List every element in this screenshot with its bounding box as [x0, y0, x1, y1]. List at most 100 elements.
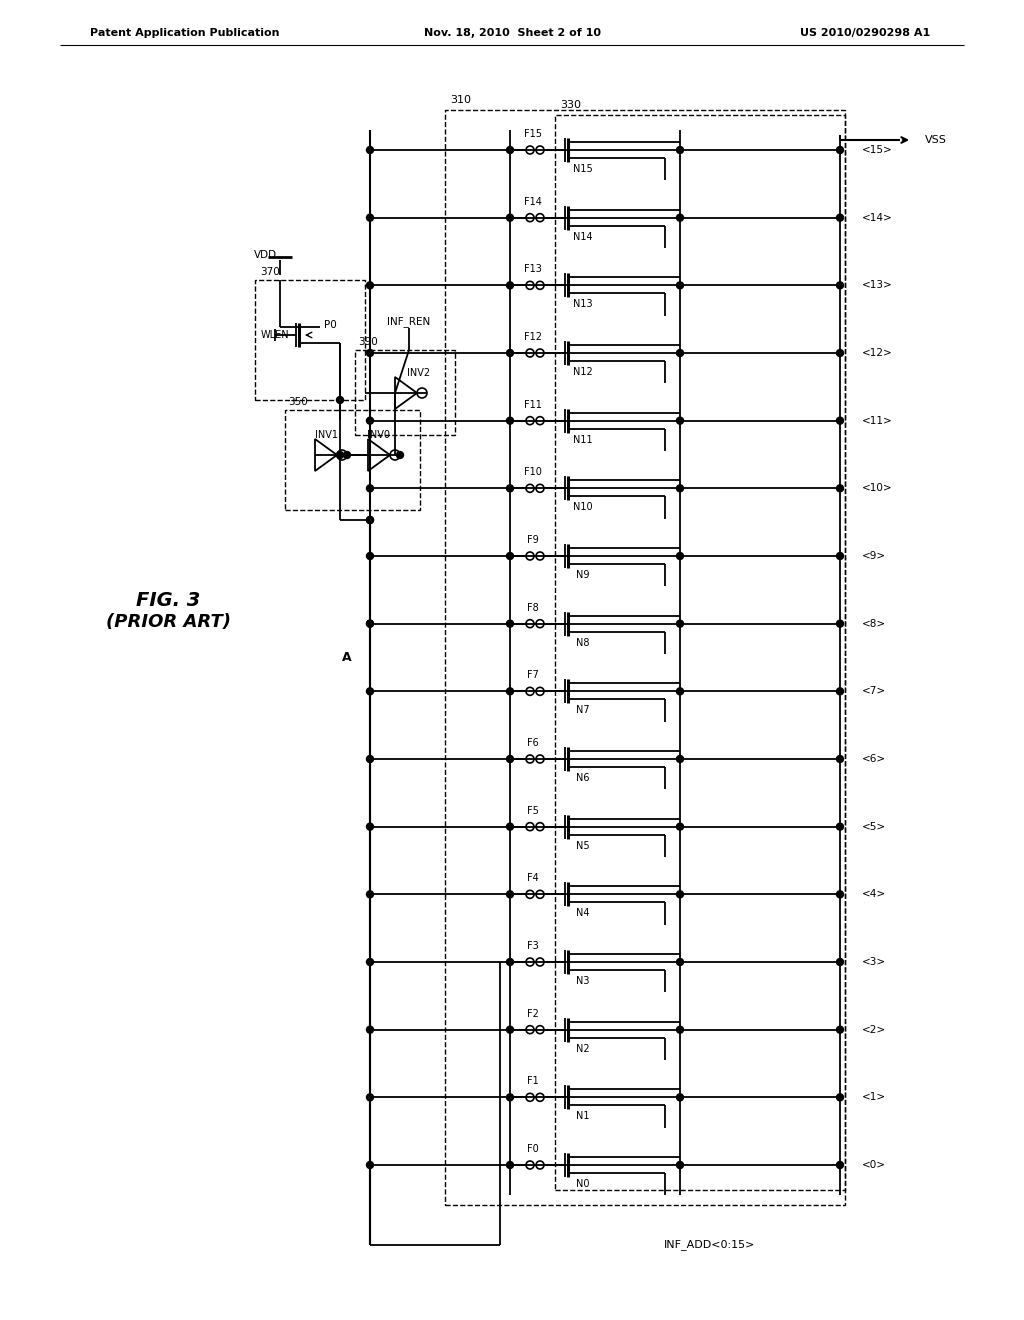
Text: 390: 390: [358, 337, 378, 347]
Circle shape: [837, 688, 844, 694]
Circle shape: [367, 1026, 374, 1034]
Circle shape: [507, 282, 513, 289]
Circle shape: [367, 755, 374, 763]
Text: <8>: <8>: [862, 619, 886, 628]
Circle shape: [337, 450, 347, 459]
Text: N8: N8: [577, 638, 590, 648]
Circle shape: [526, 1093, 534, 1101]
Text: N5: N5: [577, 841, 590, 850]
Circle shape: [507, 1094, 513, 1101]
Bar: [445, 110, 845, 1205]
Text: F13: F13: [524, 264, 542, 275]
Text: Patent Application Publication: Patent Application Publication: [90, 28, 280, 38]
Circle shape: [837, 1026, 844, 1034]
Text: N2: N2: [577, 1044, 590, 1053]
Circle shape: [507, 1162, 513, 1168]
Circle shape: [343, 451, 350, 458]
Text: VSS: VSS: [925, 135, 947, 145]
Circle shape: [507, 1026, 513, 1034]
Text: F5: F5: [527, 805, 539, 816]
Text: <3>: <3>: [862, 957, 886, 968]
Text: <9>: <9>: [862, 550, 886, 561]
Circle shape: [837, 417, 844, 424]
Bar: [355, 350, 455, 436]
Circle shape: [536, 1093, 544, 1101]
Text: F3: F3: [527, 941, 539, 950]
Circle shape: [367, 958, 374, 965]
Text: <6>: <6>: [862, 754, 886, 764]
Circle shape: [837, 147, 844, 153]
Circle shape: [507, 350, 513, 356]
Circle shape: [677, 824, 683, 830]
Text: F11: F11: [524, 400, 542, 409]
Circle shape: [536, 958, 544, 966]
Text: <12>: <12>: [862, 348, 893, 358]
Circle shape: [837, 214, 844, 222]
Text: <15>: <15>: [862, 145, 893, 154]
Bar: [255, 280, 365, 400]
Circle shape: [677, 1162, 683, 1168]
Text: F7: F7: [527, 671, 539, 680]
Circle shape: [507, 824, 513, 830]
Circle shape: [367, 620, 374, 627]
Circle shape: [526, 281, 534, 289]
Circle shape: [507, 755, 513, 763]
Circle shape: [507, 620, 513, 627]
Text: <4>: <4>: [862, 890, 886, 899]
Text: INV0: INV0: [368, 430, 390, 440]
Circle shape: [837, 958, 844, 965]
Text: Nov. 18, 2010  Sheet 2 of 10: Nov. 18, 2010 Sheet 2 of 10: [424, 28, 600, 38]
Circle shape: [526, 755, 534, 763]
Circle shape: [526, 348, 534, 356]
Circle shape: [677, 417, 683, 424]
Text: F4: F4: [527, 874, 539, 883]
Circle shape: [507, 417, 513, 424]
Circle shape: [367, 484, 374, 492]
Circle shape: [507, 891, 513, 898]
Circle shape: [526, 417, 534, 425]
Circle shape: [526, 147, 534, 154]
Text: A: A: [342, 651, 352, 664]
Circle shape: [677, 350, 683, 356]
Circle shape: [837, 484, 844, 492]
Circle shape: [526, 619, 534, 628]
Text: <14>: <14>: [862, 213, 893, 223]
Text: INV2: INV2: [408, 368, 430, 378]
Circle shape: [367, 824, 374, 830]
Circle shape: [367, 1094, 374, 1101]
Text: N14: N14: [573, 232, 593, 242]
Text: F6: F6: [527, 738, 539, 748]
Circle shape: [677, 484, 683, 492]
Circle shape: [337, 451, 343, 458]
Circle shape: [526, 890, 534, 899]
Text: (PRIOR ART): (PRIOR ART): [105, 612, 230, 631]
Text: VDD: VDD: [253, 249, 276, 260]
Circle shape: [367, 516, 374, 524]
Text: F8: F8: [527, 603, 539, 612]
Circle shape: [677, 553, 683, 560]
Bar: [285, 411, 420, 510]
Circle shape: [837, 1094, 844, 1101]
Bar: [555, 115, 845, 1191]
Text: P0: P0: [324, 319, 336, 330]
Circle shape: [526, 552, 534, 560]
Text: <10>: <10>: [862, 483, 893, 494]
Circle shape: [526, 688, 534, 696]
Circle shape: [367, 1162, 374, 1168]
Text: N10: N10: [573, 503, 593, 512]
Circle shape: [837, 755, 844, 763]
Text: INF_REN: INF_REN: [387, 317, 431, 327]
Circle shape: [367, 147, 374, 153]
Circle shape: [536, 1026, 544, 1034]
Circle shape: [367, 417, 374, 424]
Circle shape: [837, 553, 844, 560]
Circle shape: [677, 688, 683, 694]
Text: N3: N3: [577, 975, 590, 986]
Text: N12: N12: [573, 367, 593, 378]
Circle shape: [536, 147, 544, 154]
Circle shape: [526, 822, 534, 830]
Text: 330: 330: [560, 100, 581, 110]
Circle shape: [837, 620, 844, 627]
Circle shape: [367, 282, 374, 289]
Circle shape: [536, 484, 544, 492]
